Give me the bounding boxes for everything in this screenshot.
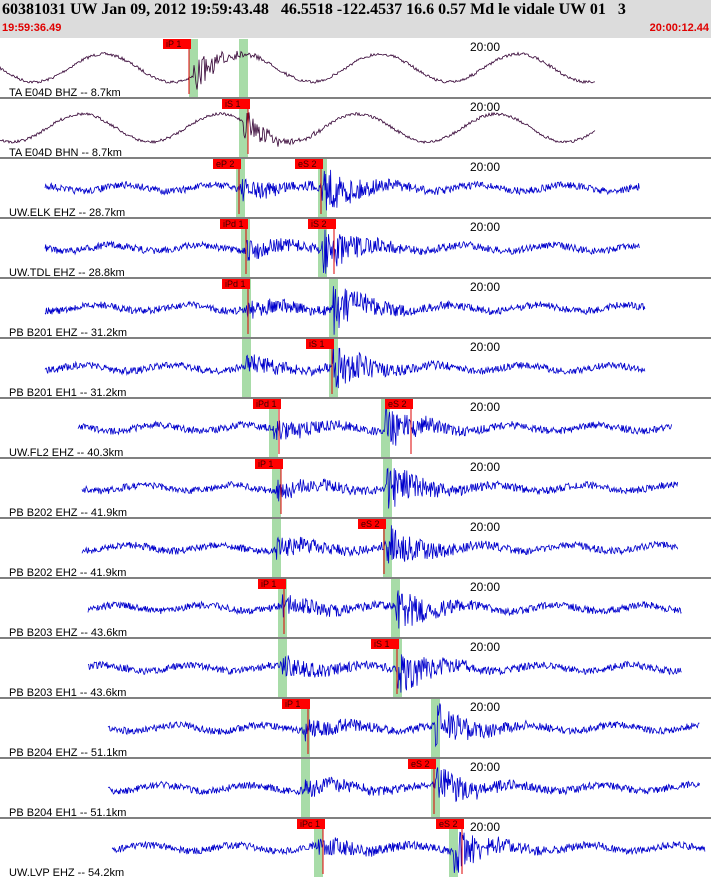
time-mark: 20:00	[470, 760, 500, 774]
pick-band	[431, 699, 440, 757]
pick-box	[436, 819, 464, 829]
pick-box	[163, 39, 191, 49]
pick-label: iP 1	[166, 39, 181, 49]
waveform	[0, 50, 595, 90]
pick-box	[371, 639, 399, 649]
pick-box	[258, 579, 286, 589]
pick-label: eS 2	[411, 759, 430, 769]
pick-box	[213, 159, 241, 169]
trace-label: UW.ELK EHZ -- 28.7km	[9, 207, 125, 219]
pick-label: iPc 1	[300, 819, 320, 829]
waveform	[87, 590, 682, 629]
trace-label: PB B201 EH1 -- 31.2km	[9, 387, 126, 399]
time-mark: 20:00	[470, 220, 500, 234]
waveform	[77, 406, 672, 446]
pick-box	[306, 339, 334, 349]
pick-label: eP 2	[216, 159, 234, 169]
pick-band	[381, 399, 390, 457]
pick-box	[222, 99, 250, 109]
pick-band	[301, 699, 310, 757]
time-mark: 20:00	[470, 160, 500, 174]
waveform	[87, 654, 682, 693]
pick-band	[239, 39, 248, 97]
waveform	[44, 169, 640, 211]
pick-label: eS 2	[298, 159, 317, 169]
trace-label: TA E04D BHZ -- 8.7km	[9, 87, 121, 99]
pick-box	[408, 759, 436, 769]
time-mark: 20:00	[470, 400, 500, 414]
trace-label: PB B201 EHZ -- 31.2km	[9, 327, 127, 339]
trace-label: PB B204 EHZ -- 51.1km	[9, 747, 127, 759]
pick-box	[222, 279, 250, 289]
pick-band	[449, 819, 458, 877]
pick-box	[253, 399, 281, 409]
trace-label: UW.TDL EHZ -- 28.8km	[9, 267, 125, 279]
time-mark: 20:00	[470, 40, 500, 54]
waveform	[81, 467, 679, 509]
waveform	[107, 767, 700, 802]
pick-box	[282, 699, 310, 709]
trace-label: PB B202 EH2 -- 41.9km	[9, 567, 126, 579]
pick-label: iPd 1	[256, 399, 277, 409]
time-mark: 20:00	[470, 340, 500, 354]
trace-label: PB B203 EH1 -- 43.6km	[9, 687, 126, 699]
pick-box	[385, 399, 413, 409]
pick-label: iS 1	[309, 339, 325, 349]
waveform	[44, 229, 640, 274]
pick-label: iP 1	[261, 579, 276, 589]
time-mark: 20:00	[470, 460, 500, 474]
end-time: 20:00:12.44	[649, 22, 709, 34]
pick-band	[278, 579, 287, 637]
pick-label: iS 2	[311, 219, 327, 229]
pick-band	[242, 339, 251, 397]
seismograms: iP 1 20:00 TA E04D BHZ -- 8.7km iS 1 20:00 TA…	[0, 39, 711, 878]
waveform	[0, 111, 596, 147]
pick-label: iS 1	[225, 99, 241, 109]
waveform	[107, 703, 700, 748]
time-mark: 20:00	[470, 520, 500, 534]
pick-box	[255, 459, 283, 469]
trace-label: PB B203 EHZ -- 43.6km	[9, 627, 127, 639]
pick-band	[301, 759, 310, 817]
trace-label: UW.LVP EHZ -- 54.2km	[9, 867, 124, 878]
time-mark: 20:00	[470, 820, 500, 834]
pick-label: iPd 1	[225, 279, 246, 289]
time-mark: 20:00	[470, 580, 500, 594]
waveform	[44, 344, 646, 389]
pick-label: eS 2	[361, 519, 380, 529]
pick-label: iPd 1	[223, 219, 244, 229]
pick-label: iP 1	[258, 459, 273, 469]
start-time: 19:59:36.49	[2, 22, 62, 34]
time-mark: 20:00	[470, 700, 500, 714]
pick-box	[358, 519, 386, 529]
pick-label: iS 1	[374, 639, 390, 649]
event-title: 60381031 UW Jan 09, 2012 19:59:43.48 46.…	[2, 1, 626, 18]
trace-label: PB B204 EH1 -- 51.1km	[9, 807, 126, 819]
time-mark: 20:00	[470, 280, 500, 294]
pick-label: iP 1	[285, 699, 300, 709]
waveform	[44, 286, 646, 335]
pick-band	[431, 759, 440, 817]
pick-box	[297, 819, 325, 829]
pick-band	[383, 459, 392, 517]
time-mark: 20:00	[470, 100, 500, 114]
header: 60381031 UW Jan 09, 2012 19:59:43.48 46.…	[0, 0, 711, 38]
pick-label: eS 2	[439, 819, 458, 829]
time-mark: 20:00	[470, 640, 500, 654]
trace-label: PB B202 EHZ -- 41.9km	[9, 507, 127, 519]
waveform	[111, 831, 706, 874]
waveform	[81, 525, 679, 564]
trace-label: UW.FL2 EHZ -- 40.3km	[9, 447, 123, 459]
pick-box	[308, 219, 336, 229]
pick-label: eS 2	[388, 399, 407, 409]
trace-label: TA E04D BHN -- 8.7km	[9, 147, 122, 159]
pick-band	[272, 519, 281, 577]
pick-box	[220, 219, 248, 229]
pick-box	[295, 159, 323, 169]
